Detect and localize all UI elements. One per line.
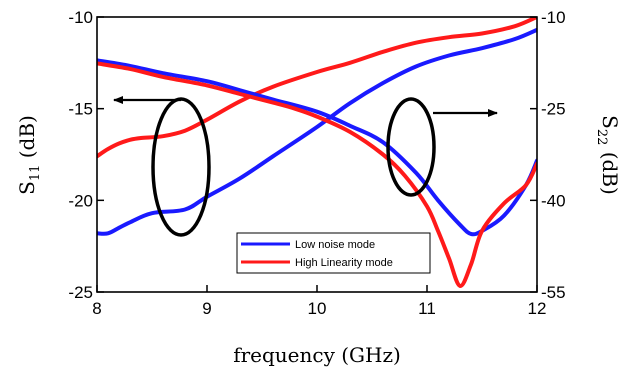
series-layer [97, 17, 537, 288]
x-axis-title: frequency (GHz) [233, 343, 401, 367]
s22-group-ellipse [386, 97, 436, 197]
legend-box [236, 232, 431, 274]
y-left-tick-label: -15 [68, 100, 93, 119]
s11-group-ellipse [151, 97, 211, 237]
legend-label-low-noise: Low noise mode [295, 239, 375, 251]
y-right-tick-label: -55 [541, 283, 566, 302]
y-left-tick-label: -10 [68, 8, 93, 27]
y-left-tick-label: -25 [68, 283, 93, 302]
legend-label-high-linearity: High Linearity mode [295, 257, 393, 269]
series-line-2-s22 [97, 58, 537, 237]
y-axis-title-left: S11 (dB) [15, 115, 43, 195]
y-right-tick-label: -25 [541, 100, 566, 119]
y-axis-title-right: S22 (dB) [594, 115, 622, 195]
y-right-tick-label: -40 [541, 191, 566, 210]
series-line-0-s11 [97, 27, 537, 236]
series-line-3-s22 [97, 61, 537, 288]
tick-layer: 8 9 10 11 12 -10 -15 -20 -25 -10 -25 -40 -55 [68, 8, 565, 318]
x-tick-label: 8 [92, 299, 101, 318]
y-right-tick-label: -10 [541, 8, 566, 27]
series-line-1-s11 [97, 17, 537, 159]
legend: Low noise mode High Linearity mode [236, 232, 431, 274]
y-left-tick-label: -20 [68, 191, 93, 210]
x-tick-label: 10 [308, 299, 327, 318]
x-tick-label: 11 [418, 299, 436, 318]
x-tick-label: 9 [202, 299, 211, 318]
x-tick-label: 12 [528, 299, 547, 318]
